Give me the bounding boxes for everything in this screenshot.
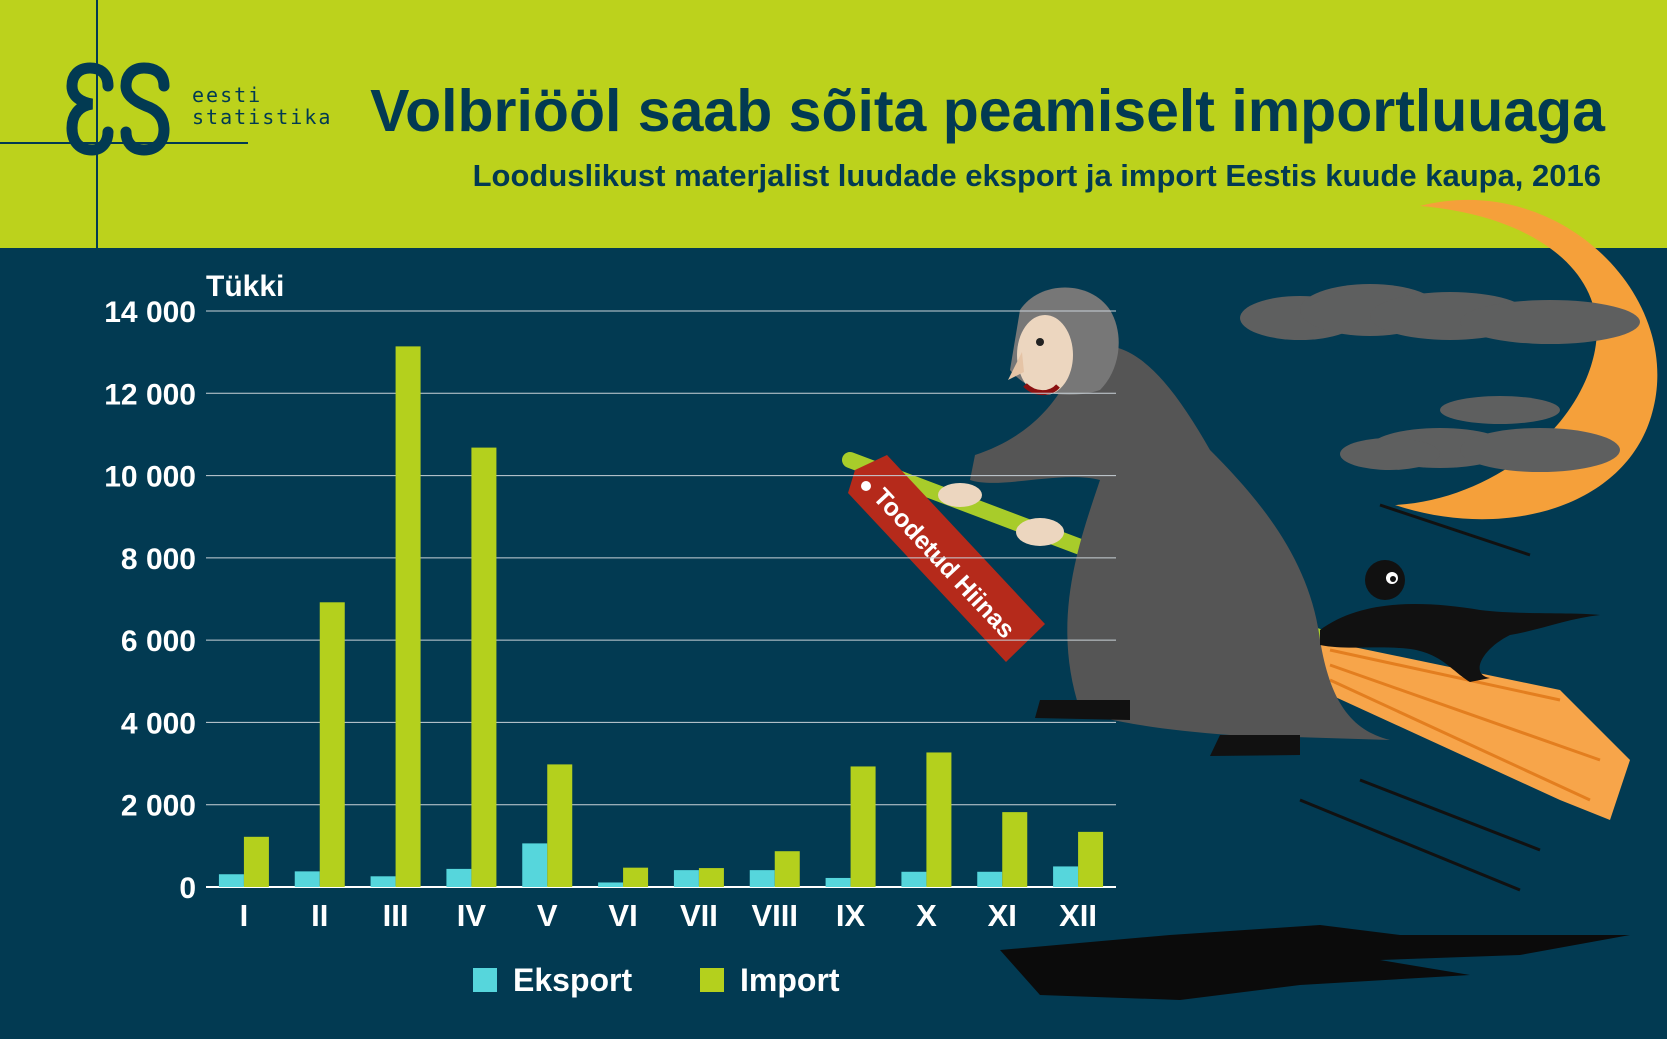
gridlines (206, 310, 1116, 888)
bar-import-v (547, 764, 573, 887)
logo-wordmark: eesti statistika (192, 84, 332, 128)
y-tick-label: 8 000 (121, 543, 196, 576)
logo-line-2: statistika (192, 105, 333, 129)
y-axis-label: Tükki (206, 270, 284, 303)
bar-import-x (926, 752, 952, 887)
x-tick-label: XII (1059, 898, 1097, 933)
bar-import-ix (850, 766, 876, 887)
logo-line-1: eesti (192, 83, 263, 107)
cat-icon (1320, 560, 1600, 682)
x-tick-label: IX (836, 898, 866, 933)
bar-eksport-iii (370, 876, 396, 887)
bar-eksport-i (218, 874, 244, 887)
bar-eksport-v (522, 843, 548, 887)
bar-import-iv (471, 447, 497, 887)
x-tick-label: III (383, 898, 409, 933)
bars (218, 346, 1104, 887)
es-logo-icon (66, 62, 170, 156)
logo-crosshair-vertical (96, 0, 98, 248)
bar-import-iii (395, 346, 421, 887)
y-tick-label: 6 000 (121, 625, 196, 658)
y-tick-label: 0 (179, 872, 196, 905)
bar-eksport-viii (749, 870, 775, 887)
bar-import-viii (774, 851, 800, 887)
x-tick-label: V (537, 898, 558, 933)
bar-import-ii (319, 602, 345, 887)
x-axis-ticks: I II III IV V VI VII VIII IX X XI XII (240, 898, 1097, 933)
x-tick-label: VIII (751, 898, 798, 933)
legend-label: Eksport (513, 962, 633, 998)
x-tick-label: I (240, 898, 249, 933)
bar-import-i (243, 836, 269, 887)
bar-import-vi (623, 867, 649, 887)
page-title: Volbriööl saab sõita peamiselt importluu… (370, 78, 1605, 144)
y-tick-label: 12 000 (104, 378, 196, 411)
clouds (1240, 284, 1640, 472)
motion-lines (1299, 503, 1541, 892)
bar-import-xi (1002, 812, 1028, 887)
bar-import-vii (698, 868, 724, 887)
x-tick-label: X (916, 898, 937, 933)
legend-label: Import (740, 962, 840, 998)
x-tick-label: XI (988, 898, 1017, 933)
bar-eksport-vi (598, 882, 624, 887)
bar-eksport-ii (294, 871, 320, 887)
x-tick-label: VI (608, 898, 637, 933)
y-tick-label: 10 000 (104, 461, 196, 494)
bar-import-xii (1078, 831, 1104, 887)
legend-swatch (473, 968, 497, 992)
y-axis-ticks: 0 2 000 4 000 6 000 8 000 10 000 12 000 14 000 (104, 296, 196, 905)
y-tick-label: 4 000 (121, 707, 196, 740)
bar-eksport-vii (673, 870, 699, 887)
x-tick-label: IV (457, 898, 487, 933)
bar-eksport-ix (825, 877, 851, 887)
shadow-shape (1000, 925, 1630, 1000)
legend-swatch (700, 968, 724, 992)
page-subtitle: Looduslikust materjalist luudade eksport… (472, 158, 1601, 193)
bar-eksport-xi (977, 871, 1003, 887)
witch-figure (938, 287, 1390, 756)
bar-eksport-x (901, 871, 927, 887)
bar-eksport-iv (446, 868, 472, 887)
y-tick-label: 2 000 (121, 790, 196, 823)
header-banner: eesti statistika Volbriööl saab sõita pe… (0, 0, 1667, 248)
bar-eksport-xii (1053, 866, 1079, 887)
x-tick-label: II (311, 898, 328, 933)
y-tick-label: 14 000 (104, 296, 196, 329)
x-tick-label: VII (680, 898, 718, 933)
